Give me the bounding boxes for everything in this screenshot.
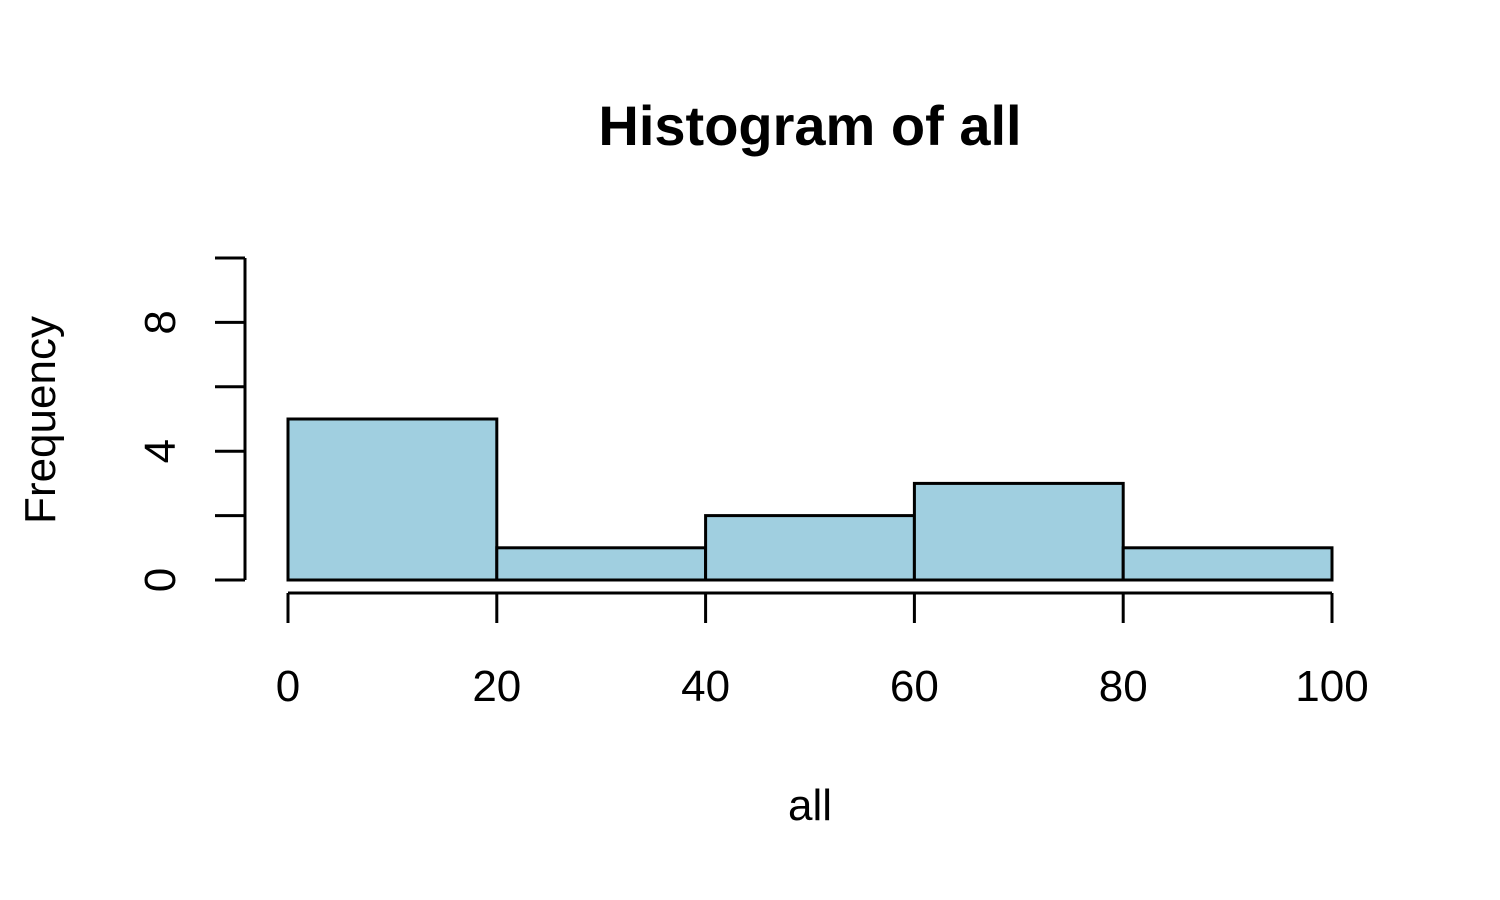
bars-group xyxy=(286,417,1334,582)
x-axis-label: all xyxy=(788,781,832,830)
y-tick-label-0: 0 xyxy=(136,568,185,592)
x-axis: 0 20 40 60 80 100 xyxy=(276,591,1369,711)
histogram-bar-2 xyxy=(704,514,916,582)
histogram-bar-4 xyxy=(1121,546,1334,582)
x-tick-label-2: 40 xyxy=(681,662,730,711)
y-tick-label-4: 8 xyxy=(136,310,185,334)
y-tick-label-2: 4 xyxy=(136,439,185,463)
y-axis: 0 4 8 xyxy=(136,256,247,592)
x-tick-label-5: 100 xyxy=(1295,662,1368,711)
histogram-bar-1 xyxy=(495,546,708,582)
x-tick-label-4: 80 xyxy=(1099,662,1148,711)
x-tick-label-3: 60 xyxy=(890,662,939,711)
y-axis-label: Frequency xyxy=(16,316,65,524)
histogram-bar-0 xyxy=(286,417,499,582)
chart-title: Histogram of all xyxy=(598,94,1021,157)
x-tick-label-0: 0 xyxy=(276,662,300,711)
histogram-bar-3 xyxy=(912,481,1125,582)
x-tick-label-1: 20 xyxy=(472,662,521,711)
